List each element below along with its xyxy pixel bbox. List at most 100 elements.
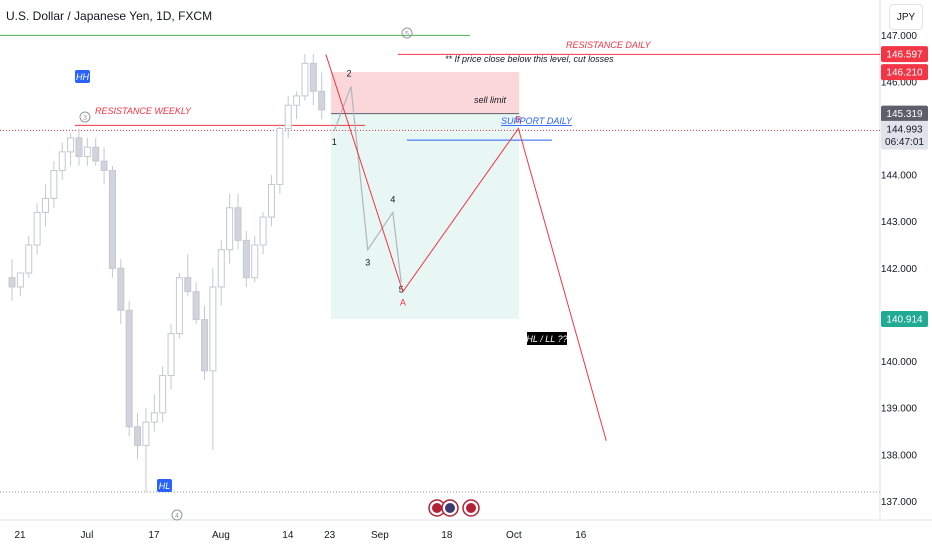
candle-body [234, 207, 242, 241]
candle-body [242, 239, 250, 279]
candle-body [159, 375, 167, 414]
price-tick-label: 143.000 [881, 217, 918, 228]
price-tick-label: 146.000 [881, 77, 918, 88]
sell-limit-label: sell limit [474, 95, 507, 105]
candle-body [67, 137, 75, 153]
wave-label: 1 [332, 137, 337, 147]
circle-5-marker [401, 27, 413, 39]
price-tick-label: 137.000 [881, 497, 918, 508]
price-label-text: 146.597 [886, 50, 923, 61]
wave-count-path [333, 86, 402, 283]
level-lines [0, 34, 880, 493]
price-tick-label: 138.000 [881, 450, 918, 461]
candle-body [301, 62, 309, 97]
cut-losses-note: ** If price close below this level, cut … [445, 54, 614, 64]
time-tick-label: 18 [441, 530, 453, 541]
time-tick-label: 23 [324, 530, 336, 541]
candle-body [125, 309, 133, 428]
us-flag-icon-inner [432, 503, 442, 513]
wave-paths: 1 2 3 4 5 A B [325, 54, 607, 441]
candle-body [184, 277, 192, 293]
candle-body [175, 277, 183, 335]
time-axis[interactable]: 21 Jul 17 Aug 14 23 Sep 18 Oct 16 [14, 530, 586, 541]
abc-path [325, 54, 607, 441]
hh-label: HH [76, 72, 89, 82]
circle-3-label: 3 [83, 115, 87, 122]
circle-5-label: 5 [405, 31, 409, 38]
currency-button[interactable]: JPY [889, 4, 923, 30]
price-tick-label: 147.000 [881, 31, 918, 42]
circle-3-marker [79, 111, 91, 123]
price-tick-label: 139.000 [881, 404, 918, 415]
price-label-text: 145.319 [886, 109, 923, 120]
time-tick-label: 21 [14, 530, 26, 541]
candle-body [167, 333, 175, 377]
hl-ll-badge [527, 332, 567, 345]
event-flag-icons[interactable] [428, 499, 480, 517]
price-axis[interactable]: 147.000146.000144.000143.000142.000141.0… [881, 31, 918, 508]
candle-body [284, 104, 292, 130]
price-label-text: 06:47:01 [885, 137, 924, 148]
wave-label: 5 [399, 284, 404, 294]
candle-body [209, 286, 217, 372]
price-labels: 146.597 146.210 145.319 144.993 06:47:01 140.… [881, 46, 928, 327]
chart-title: U.S. Dollar / Japanese Yen, 1D, FXCM [6, 9, 213, 23]
wave-label: 2 [346, 69, 351, 79]
time-tick-label: Jul [81, 530, 94, 541]
candle-body [276, 128, 284, 185]
candle-body [142, 421, 150, 446]
us-flag-icon-inner [445, 503, 455, 513]
time-tick-label: 17 [148, 530, 160, 541]
price-label-text: 146.210 [886, 68, 923, 79]
candle-body [117, 267, 125, 311]
price-label-text: 144.993 [886, 124, 923, 135]
price-tick-label: 142.000 [881, 264, 918, 275]
candle-body [41, 197, 49, 213]
us-flag-icon-inner [466, 503, 476, 513]
candle-body [309, 62, 317, 92]
time-tick-label: Oct [506, 530, 522, 541]
candle-body [217, 249, 225, 288]
candle-body [25, 244, 33, 274]
price-label-text: 140.914 [886, 314, 923, 325]
candle-body [33, 211, 41, 246]
candle-body [58, 151, 66, 171]
price-label-box [881, 64, 928, 81]
hl-badge [157, 479, 172, 492]
candle-body [134, 426, 142, 446]
time-tick-label: 14 [282, 530, 294, 541]
candle-body [318, 90, 326, 111]
price-label-box [881, 133, 928, 150]
time-tick-label: Sep [371, 530, 389, 541]
price-tick-label: 140.000 [881, 357, 918, 368]
target-zone [331, 113, 520, 319]
price-label-box [881, 105, 928, 122]
price-label-box [881, 46, 928, 63]
annotations: HH HL HL / LL ?? RESISTANCE WEEKLY RESIS… [75, 27, 652, 521]
candle-body [201, 319, 209, 372]
candle-body [267, 183, 275, 218]
candle-body [16, 272, 24, 288]
price-label-box [881, 120, 928, 137]
candle-body [150, 412, 158, 423]
price-tick-label: 144.000 [881, 171, 918, 182]
hl-label: HL [159, 481, 171, 491]
support-daily-label: SUPPORT DAILY [501, 116, 573, 126]
candles [8, 53, 326, 493]
stop-zone [331, 72, 520, 114]
candle-body [75, 137, 83, 157]
candle-body [251, 244, 259, 279]
wave-label: 3 [365, 258, 370, 268]
time-tick-label: Aug [212, 530, 230, 541]
hh-badge [75, 70, 90, 83]
hl-ll-label: HL / LL ?? [526, 334, 567, 344]
candle-body [108, 169, 116, 269]
abc-label: B [515, 115, 521, 125]
candle-body [50, 169, 58, 199]
circle-4-marker [171, 509, 183, 521]
circle-4-label: 4 [175, 513, 179, 520]
candle-body [293, 95, 301, 106]
candle-body [83, 146, 91, 157]
time-tick-label: 16 [575, 530, 587, 541]
